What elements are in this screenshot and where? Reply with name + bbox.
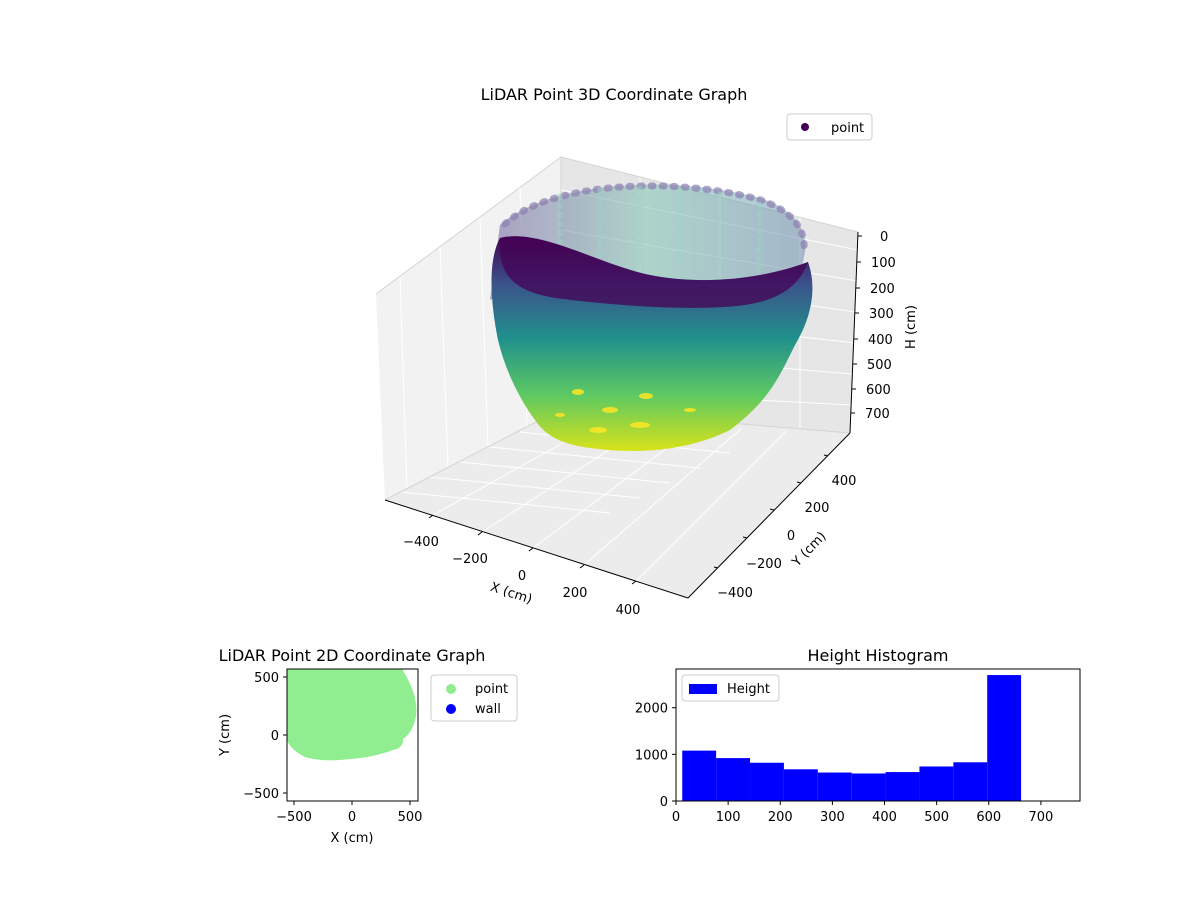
legend-label-wall: wall — [475, 702, 501, 717]
histogram-x-tick-label: 300 — [820, 810, 845, 825]
histogram-x-tick-label: 100 — [716, 810, 741, 825]
scatter2d-x-tick: −500 — [276, 810, 312, 825]
scatter3d-legend: point — [786, 113, 873, 141]
histogram-x-tick-label: 700 — [1028, 810, 1053, 825]
legend-label: point — [831, 121, 864, 136]
z-tick-label: 700 — [865, 407, 890, 422]
x-tick-label: 0 — [518, 569, 526, 584]
legend-swatch-height — [689, 684, 717, 694]
histogram-axes-border — [675, 668, 1081, 802]
scatter3d-zlabel: H (cm) — [904, 305, 919, 349]
scatter2d-ylabel: Y (cm) — [218, 714, 233, 757]
z-tick-label: 600 — [866, 383, 891, 398]
y-tick-label: 400 — [832, 474, 857, 489]
histogram-bars — [682, 675, 1022, 801]
scatter2d-y-tick: −500 — [243, 787, 279, 802]
legend-label-height: Height — [727, 682, 770, 697]
histogram-x-tick-label: 200 — [768, 810, 793, 825]
histogram-bar — [953, 762, 988, 801]
histogram-x-tick-label: 500 — [924, 810, 949, 825]
z-tick-label: 200 — [870, 282, 895, 297]
histogram-title: Height Histogram — [808, 646, 949, 665]
z-tick-label: 400 — [868, 333, 893, 348]
scatter2d-y-tick: 0 — [271, 729, 279, 744]
histogram-y-tick-label: 1000 — [635, 748, 668, 763]
histogram-bar — [817, 772, 852, 801]
histogram-chart: Height Histogram 0 100 200 300 400 500 600 700 … — [635, 646, 1081, 825]
y-tick-label: −200 — [746, 557, 782, 572]
scatter3d-y-ticks — [713, 454, 829, 569]
bowl-front-rim — [499, 236, 808, 308]
z-tick-label: 0 — [880, 230, 888, 245]
legend-marker-wall — [446, 704, 456, 714]
legend-marker-point — [801, 123, 809, 131]
bowl-highlights — [555, 389, 696, 433]
scatter3d-x-ticks — [428, 514, 637, 585]
histogram-y-tick-label: 2000 — [635, 702, 668, 717]
x-tick-label: 200 — [563, 586, 588, 601]
histogram-bar — [885, 772, 920, 801]
scatter2d-title: LiDAR Point 2D Coordinate Graph — [219, 646, 486, 665]
histogram-legend: Height — [681, 674, 780, 702]
scatter2d-ticks — [283, 676, 411, 805]
histogram-bar — [987, 675, 1022, 801]
x-tick-label: −200 — [452, 552, 488, 567]
scatter2d-xlabel: X (cm) — [331, 831, 374, 846]
z-tick-label: 100 — [871, 256, 896, 271]
histogram-y-ticks: 0 1000 2000 — [635, 702, 676, 810]
scatter2d-point-cloud — [287, 669, 417, 761]
histogram-x-ticks: 0 100 200 300 400 500 600 700 — [672, 801, 1053, 825]
legend-label-point: point — [475, 682, 508, 697]
scatter3d-chart: LiDAR Point 3D Coordinate Graph — [375, 85, 919, 618]
x-tick-label: −400 — [403, 535, 439, 550]
z-tick-label: 500 — [867, 358, 892, 373]
histogram-bar — [919, 766, 954, 801]
y-tick-label: −400 — [717, 586, 753, 601]
scatter2d-x-tick: 0 — [348, 810, 356, 825]
histogram-x-tick-label: 600 — [976, 810, 1001, 825]
y-tick-label: 200 — [805, 501, 830, 516]
z-tick-label: 300 — [869, 307, 894, 322]
histogram-y-tick-label: 0 — [660, 795, 668, 810]
bowl-back-rim-points — [501, 182, 808, 254]
histogram-x-tick-label: 400 — [872, 810, 897, 825]
scatter3d-axes — [384, 231, 859, 599]
scatter2d-legend: point wall — [430, 674, 518, 722]
scatter2d-chart: LiDAR Point 2D Coordinate Graph −500 0 5… — [218, 646, 518, 846]
histogram-bar — [783, 769, 818, 801]
histogram-bar — [716, 758, 751, 801]
scatter3d-xlabel: X (cm) — [488, 580, 534, 608]
histogram-x-tick-label: 0 — [672, 810, 680, 825]
scatter3d-z-ticks — [851, 235, 862, 414]
scatter3d-title: LiDAR Point 3D Coordinate Graph — [481, 85, 748, 104]
legend-marker-point — [446, 684, 456, 694]
histogram-bar — [682, 750, 717, 801]
scatter2d-y-tick: 500 — [254, 671, 279, 686]
histogram-bar — [750, 762, 784, 801]
scatter2d-x-tick: 500 — [398, 810, 423, 825]
bowl-back-strands — [557, 185, 763, 285]
y-tick-label: 0 — [787, 529, 795, 544]
histogram-bar — [851, 773, 886, 801]
x-tick-label: 400 — [616, 603, 641, 618]
